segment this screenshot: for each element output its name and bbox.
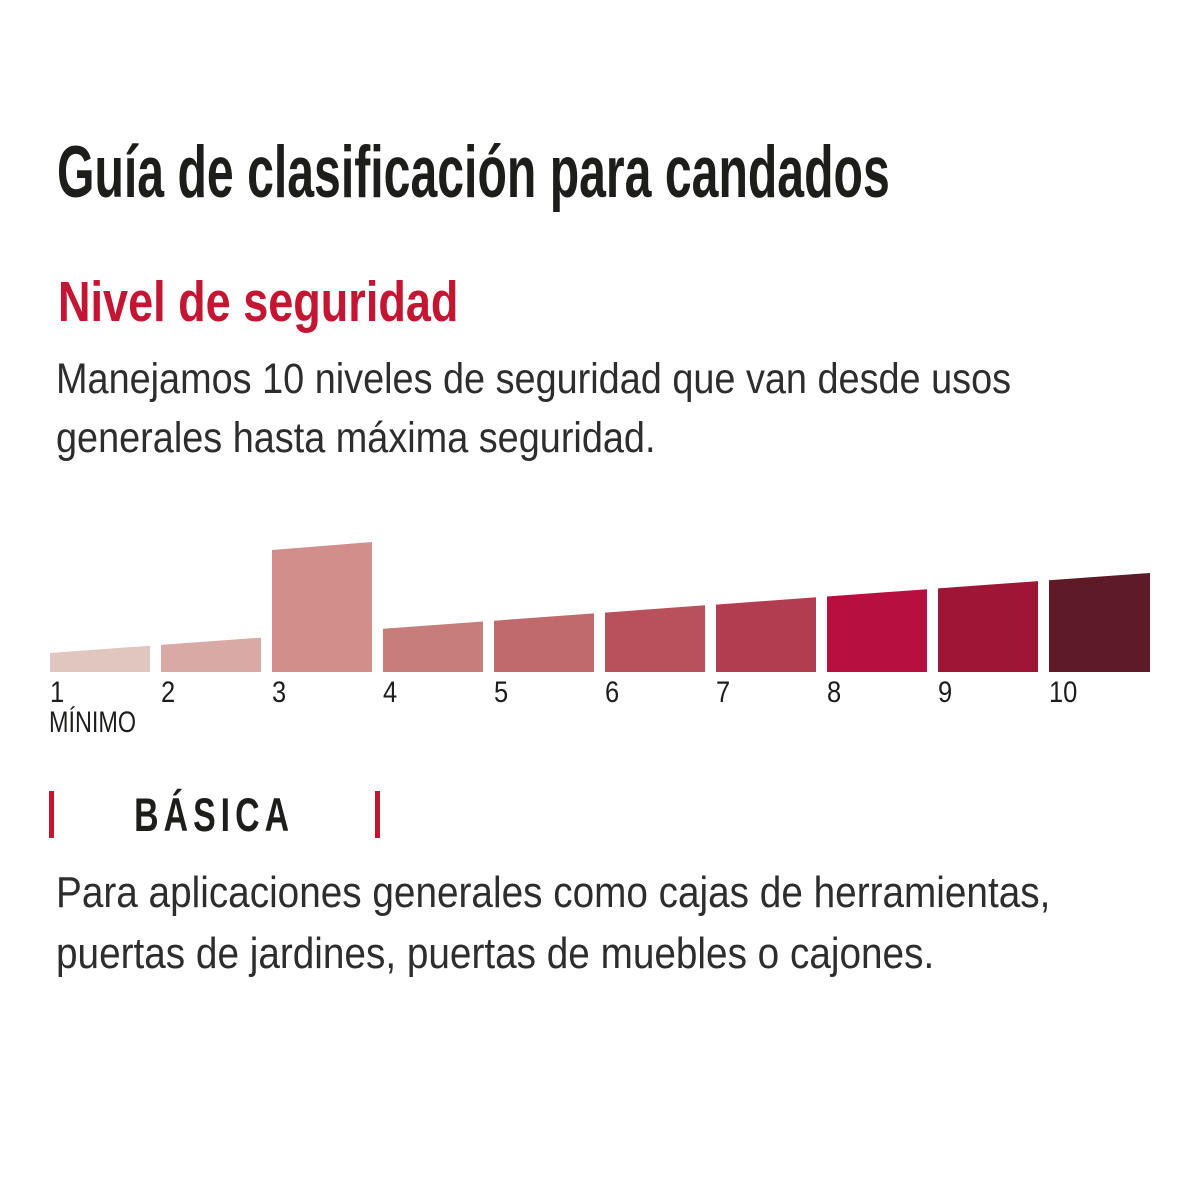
security-level-bar-2 — [161, 637, 261, 672]
intro-line-2: generales hasta máxima seguridad. — [56, 414, 656, 462]
security-level-bar-8 — [827, 589, 927, 672]
level-label-8: 8 — [827, 676, 842, 709]
intro-line-1: Manejamos 10 niveles de seguridad que va… — [56, 355, 1012, 403]
level-label-7: 7 — [716, 676, 731, 709]
security-level-bar-6 — [605, 605, 705, 672]
category-description-line-1: Para aplicaciones generales como cajas d… — [56, 868, 1051, 917]
level-label-10: 10 — [1049, 676, 1078, 709]
level-label-3: 3 — [272, 676, 287, 709]
intro-paragraph: Manejamos 10 niveles de seguridad que va… — [56, 350, 1011, 468]
range-tick-left-icon — [49, 791, 54, 838]
category-description-line-2: puertas de jardines, puertas de muebles … — [56, 929, 935, 978]
category-label: BÁSICA — [134, 788, 295, 841]
category-range: BÁSICA — [49, 791, 380, 838]
page-title: Guía de clasificación para candados — [57, 132, 890, 213]
level-label-6: 6 — [605, 676, 620, 709]
min-label: MÍNIMO — [49, 706, 137, 739]
security-level-bar-3 — [272, 542, 372, 672]
level-label-4: 4 — [383, 676, 398, 709]
security-level-bar-9 — [938, 581, 1038, 672]
range-tick-right-icon — [375, 791, 380, 838]
security-level-bar-5 — [494, 613, 594, 672]
security-level-bar-7 — [716, 597, 816, 672]
level-label-2: 2 — [161, 676, 176, 709]
security-level-bar-4 — [383, 621, 483, 672]
level-label-9: 9 — [938, 676, 953, 709]
level-label-1: 1 — [50, 676, 65, 709]
security-level-bar-1 — [50, 645, 150, 672]
category-description: Para aplicaciones generales como cajas d… — [56, 862, 1050, 984]
level-label-5: 5 — [494, 676, 509, 709]
section-heading: Nivel de seguridad — [58, 270, 459, 334]
security-level-bar-10 — [1049, 573, 1150, 672]
